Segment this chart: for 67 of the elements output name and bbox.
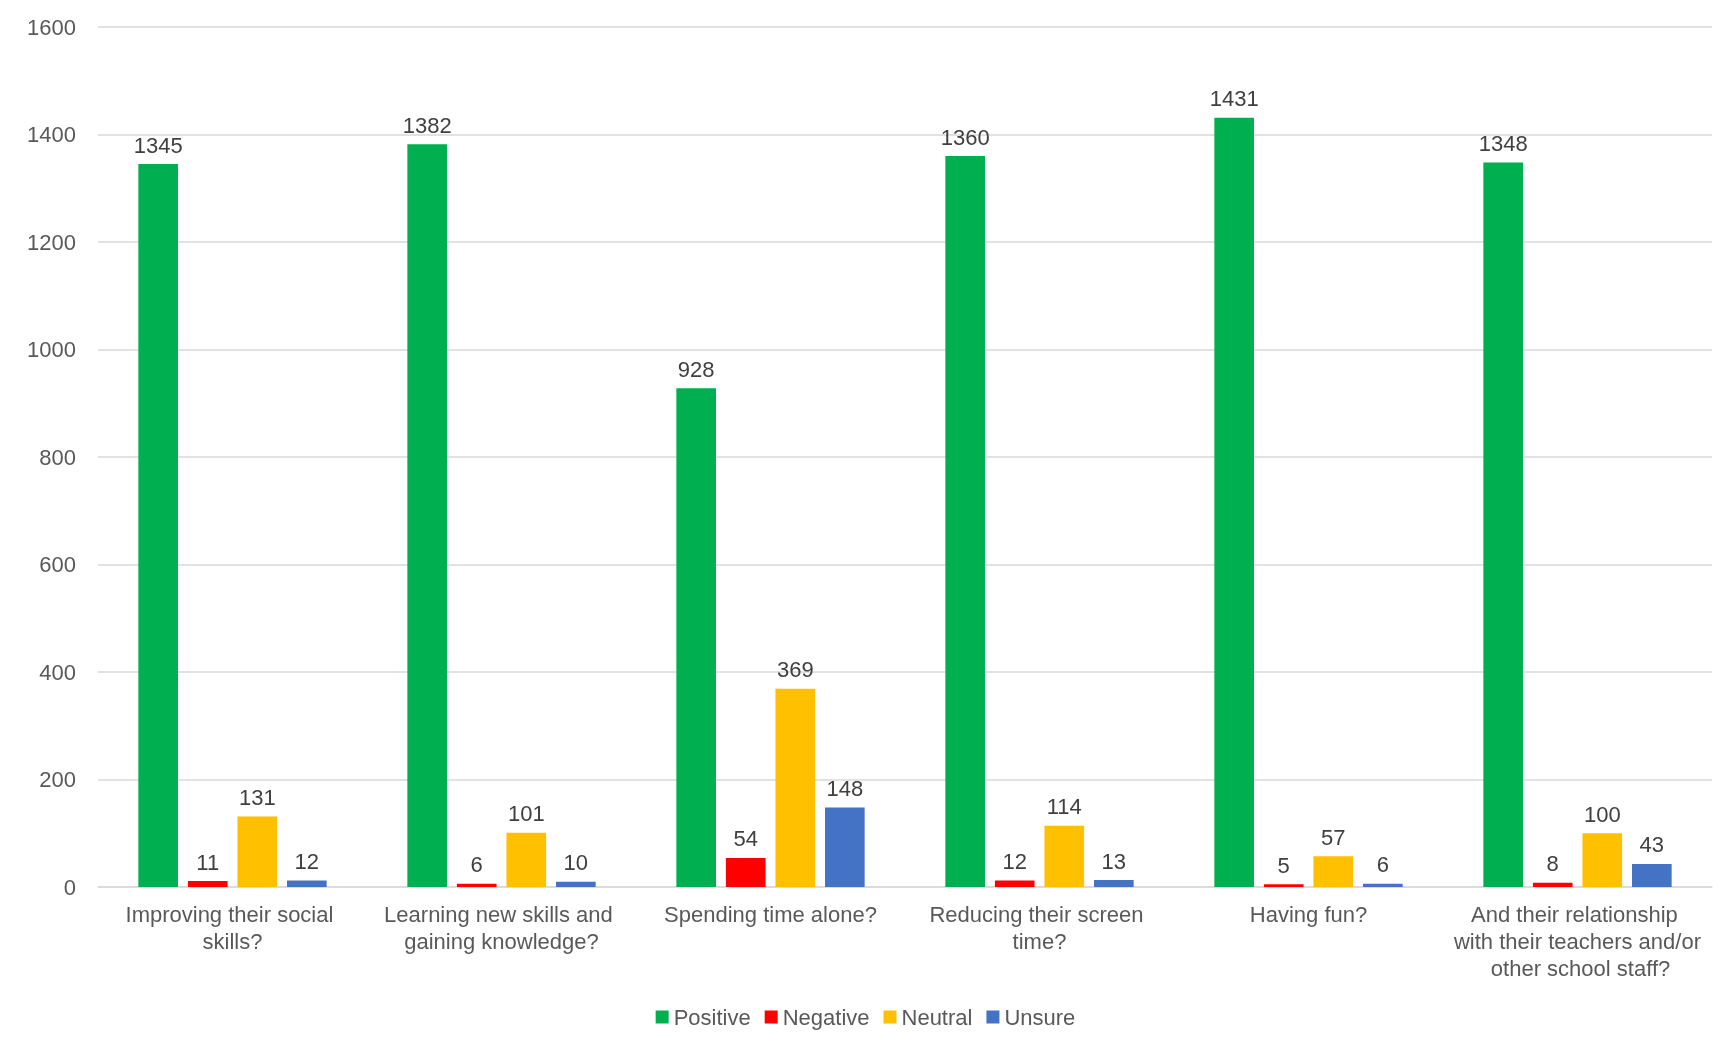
y-tick-label: 600 — [39, 552, 76, 577]
data-label: 114 — [1046, 794, 1082, 820]
data-label: 1345 — [133, 132, 183, 158]
x-tick-label: Learning new skills and gaining knowledge? — [384, 902, 619, 954]
y-tick-label: 0 — [63, 874, 76, 900]
legend-label: Neutral — [901, 1004, 973, 1030]
data-label: 101 — [507, 801, 545, 827]
data-label: 57 — [1321, 824, 1346, 850]
bar — [456, 883, 497, 887]
data-label: 54 — [733, 826, 758, 852]
data-label: 13 — [1101, 848, 1127, 874]
bar — [676, 388, 716, 887]
bar — [825, 807, 865, 887]
data-label: 1348 — [1478, 130, 1528, 156]
bar — [556, 881, 596, 887]
data-label: 148 — [826, 775, 864, 801]
x-tick-label: Improving their social skills? — [125, 902, 340, 954]
data-label: 928 — [677, 356, 715, 382]
bar — [138, 164, 178, 887]
bar — [1313, 856, 1354, 887]
y-tick-label: 1600 — [27, 14, 76, 40]
data-label: 131 — [238, 785, 276, 811]
x-tick-label: Reducing their screen time? — [929, 902, 1150, 954]
y-tick-label: 400 — [39, 659, 76, 685]
bar — [1582, 833, 1623, 887]
legend-label: Positive — [673, 1004, 751, 1030]
x-tick-label: Having fun? — [1249, 902, 1368, 927]
data-label: 10 — [563, 850, 589, 876]
bar — [945, 156, 985, 887]
bar — [1363, 883, 1403, 887]
data-label: 1360 — [940, 124, 990, 150]
legend-label: Negative — [782, 1004, 870, 1030]
data-label: 6 — [470, 852, 483, 878]
y-tick-label: 1000 — [27, 337, 76, 362]
bar — [287, 880, 327, 887]
bar — [994, 880, 1035, 887]
x-tick-label: Spending time alone? — [664, 902, 877, 927]
y-tick-label: 200 — [39, 767, 76, 792]
y-tick-label: 800 — [39, 444, 76, 470]
bar — [1044, 825, 1085, 887]
bar — [187, 881, 228, 887]
x-tick-label: And their relationship with their teachers and/or other school staff? — [1452, 902, 1702, 981]
bar — [1632, 863, 1672, 887]
bar — [237, 816, 278, 887]
bar — [1532, 882, 1573, 887]
data-label: 8 — [1546, 851, 1559, 877]
bar — [407, 144, 447, 887]
data-label: 369 — [776, 657, 814, 683]
data-label: 100 — [1583, 801, 1621, 827]
data-label: 11 — [196, 849, 220, 875]
data-label: 12 — [1002, 849, 1027, 875]
bar — [725, 857, 766, 887]
bar — [775, 688, 816, 887]
bar — [1263, 884, 1304, 887]
bar — [1214, 117, 1254, 887]
bar — [506, 832, 547, 887]
legend-label: Unsure — [1004, 1004, 1076, 1030]
y-tick-label: 1400 — [27, 122, 76, 147]
data-label: 1382 — [402, 112, 452, 138]
bar — [1483, 162, 1523, 887]
data-label: 5 — [1277, 852, 1290, 878]
data-label: 1431 — [1209, 86, 1259, 112]
data-label: 43 — [1639, 832, 1665, 858]
bar — [1094, 880, 1134, 887]
data-label: 6 — [1376, 852, 1389, 878]
y-tick-label: 1200 — [27, 229, 76, 255]
data-label: 12 — [294, 849, 320, 875]
